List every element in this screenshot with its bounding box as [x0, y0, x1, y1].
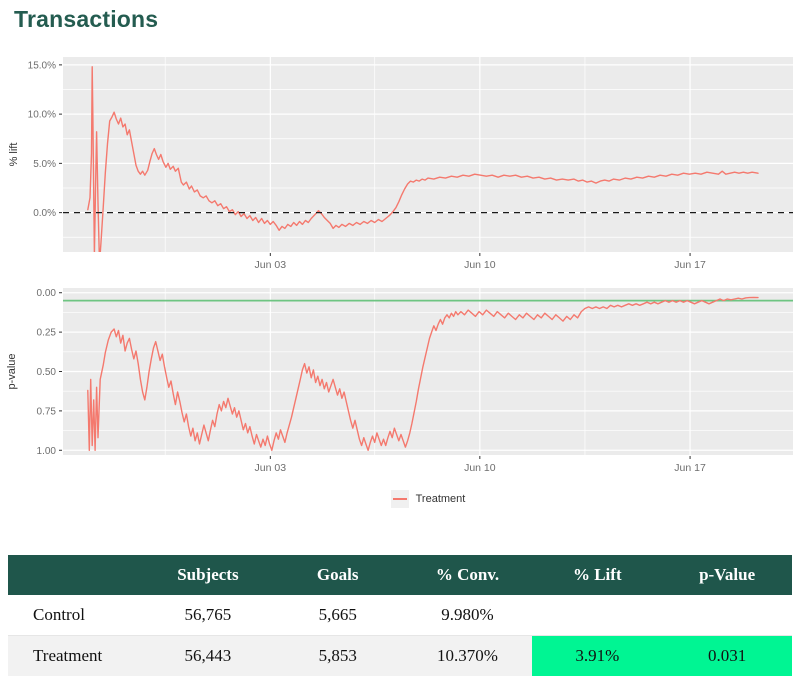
treatment-lift-highlight: 3.91% — [532, 636, 663, 676]
control-goals: 5,665 — [318, 605, 357, 624]
row-label: Control — [33, 605, 85, 624]
treatment-goals: 5,853 — [318, 646, 357, 665]
y-tick-label: 15.0% — [28, 60, 56, 71]
x-tick-label: Jun 03 — [255, 462, 287, 474]
table-row-control: Control 56,765 5,665 9.980% — [8, 595, 792, 636]
control-lift — [532, 595, 662, 635]
legend-label: Treatment — [415, 493, 466, 505]
legend-line-swatch — [392, 498, 407, 500]
pvalue-chart: 0.00 0.25 0.50 0.75 1.00 Jun 03 Jun 10 Jun 17 p-… — [6, 288, 793, 474]
chart-legend: Treatment — [63, 489, 793, 509]
table-row-treatment: Treatment 56,443 5,853 10.370% 3.91% 0.0… — [8, 636, 792, 676]
legend-key — [390, 490, 409, 508]
series-line-treatment — [87, 296, 759, 452]
treatment-subjects: 56,443 — [184, 646, 232, 665]
x-tick-label: Jun 03 — [255, 259, 287, 271]
series-line-treatment — [87, 66, 759, 252]
header-blank — [8, 555, 143, 595]
page-title: Transactions — [14, 6, 159, 32]
x-tick-label: Jun 17 — [674, 259, 706, 271]
table-header-row: Subjects Goals % Conv. % Lift p-Value — [8, 555, 792, 595]
y-tick-label: 1.00 — [37, 446, 57, 457]
y-tick-label: 5.0% — [33, 159, 56, 170]
treatment-pvalue-highlight: 0.031 — [662, 636, 792, 676]
control-pvalue — [662, 595, 792, 635]
x-tick-label: Jun 10 — [464, 259, 496, 271]
row-label: Treatment — [33, 646, 103, 665]
y-tick-label: 0.75 — [37, 406, 57, 417]
x-tick-label: Jun 17 — [674, 462, 706, 474]
lift-chart: 15.0% 10.0% 5.0% 0.0% Jun 03 Jun 10 Jun 17 % li… — [8, 57, 793, 271]
y-axis-title: % lift — [8, 143, 20, 167]
treatment-conv: 10.370% — [437, 646, 498, 665]
header-pvalue: p-Value — [699, 565, 756, 584]
y-tick-label: 0.50 — [37, 367, 57, 378]
header-conv: % Conv. — [435, 565, 500, 584]
header-lift: % Lift — [572, 565, 622, 584]
header-subjects: Subjects — [177, 565, 239, 584]
y-tick-label: 0.25 — [37, 328, 57, 339]
header-goals: Goals — [316, 565, 359, 584]
x-tick-label: Jun 10 — [464, 462, 496, 474]
results-table: Subjects Goals % Conv. % Lift p-Value Co… — [8, 555, 792, 676]
y-tick-label: 10.0% — [28, 110, 56, 121]
y-tick-label: 0.00 — [37, 288, 57, 299]
plot-panel — [63, 57, 793, 252]
control-subjects: 56,765 — [184, 605, 232, 624]
y-axis-title: p-value — [6, 353, 18, 389]
y-tick-label: 0.0% — [33, 208, 56, 219]
control-conv: 9.980% — [441, 605, 494, 624]
